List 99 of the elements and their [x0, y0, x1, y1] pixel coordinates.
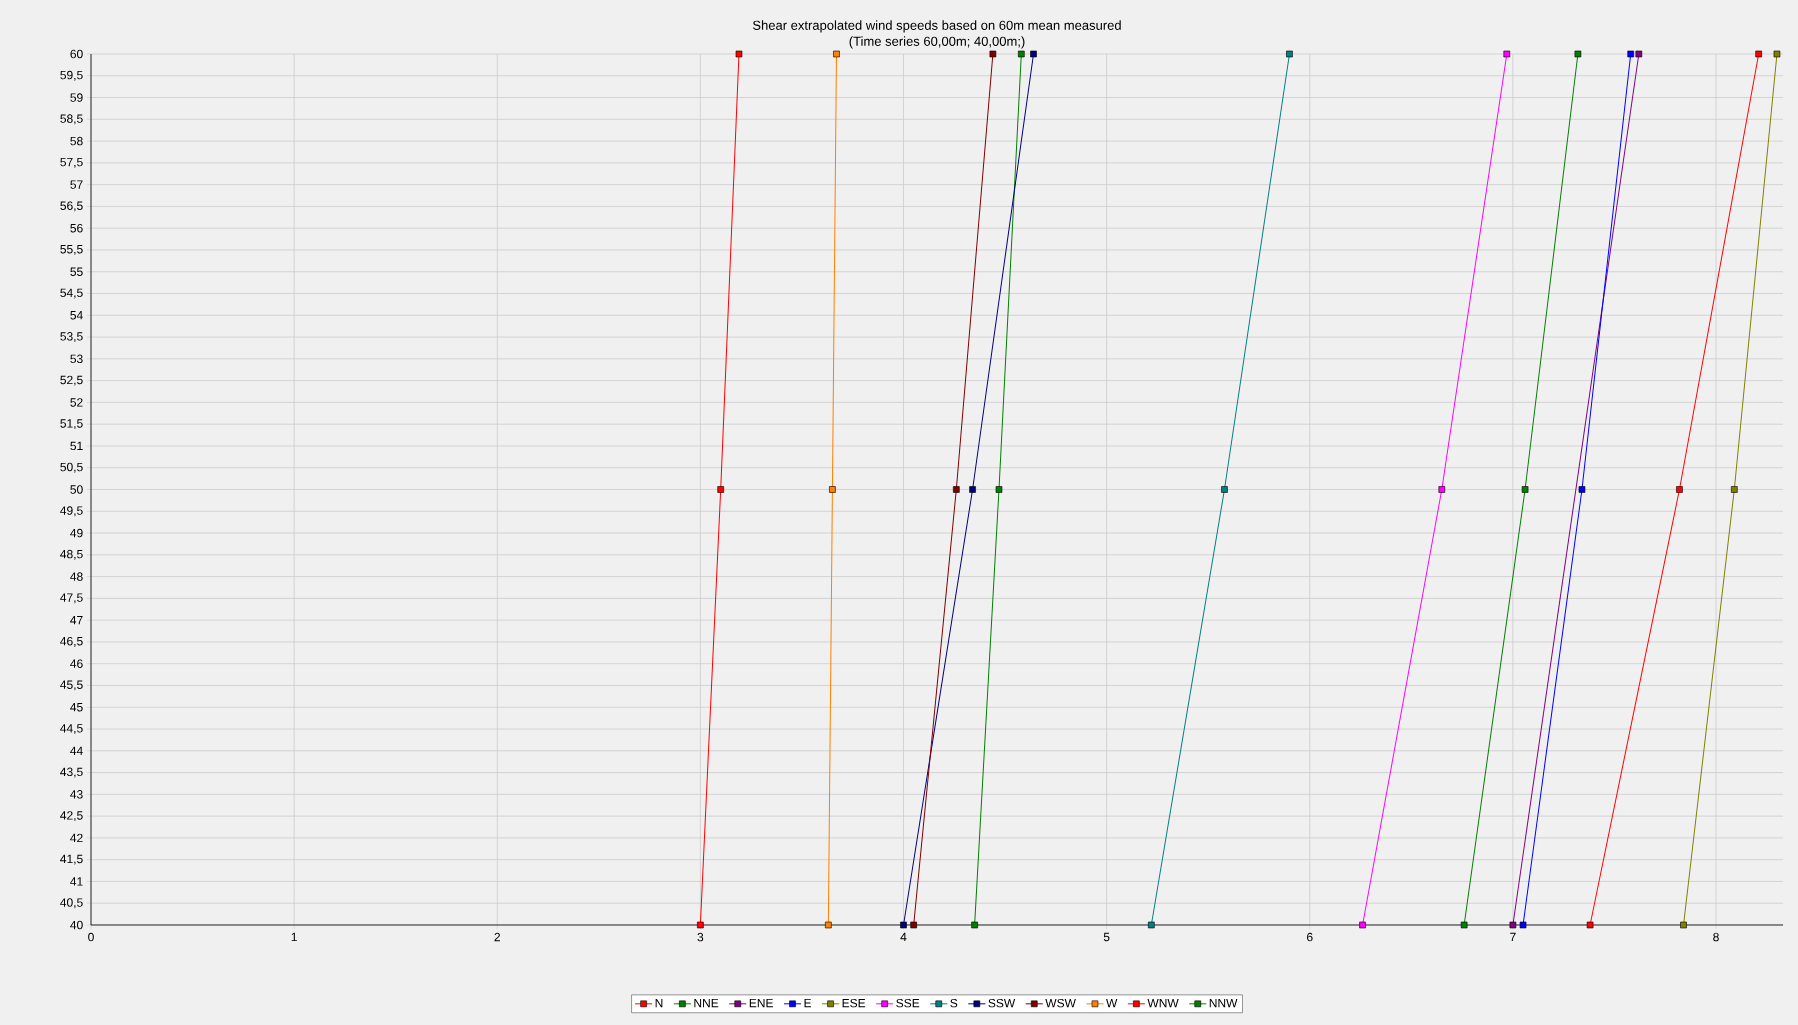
point [1680, 921, 1687, 929]
point [971, 921, 978, 929]
y-tick-label: 57 [70, 180, 83, 189]
x-tick-label: 6 [1307, 932, 1313, 942]
y-tick-label: 42,5 [60, 811, 83, 822]
y-tick-label: 47,5 [60, 593, 83, 604]
point [1018, 50, 1025, 58]
y-tick-label: 52 [70, 398, 83, 407]
point [969, 486, 976, 493]
legend-label: WNW [1147, 998, 1179, 1008]
y-tick-label: 44 [70, 746, 83, 755]
point [1460, 921, 1468, 929]
point [1755, 50, 1762, 58]
y-tick-label: 50 [70, 485, 83, 494]
y-tick-label: 48 [70, 572, 83, 581]
point [1635, 50, 1643, 58]
legend-label: E [804, 998, 812, 1008]
y-tick-label: 41 [70, 877, 83, 886]
y-tick-label: 43 [70, 790, 83, 799]
legend-label: S [950, 998, 958, 1008]
point [1359, 921, 1366, 929]
point [1438, 486, 1446, 493]
point [1627, 50, 1635, 58]
point [1030, 50, 1037, 58]
legend-label: SSE [896, 998, 920, 1008]
y-tick-label: 49 [70, 528, 83, 538]
point [995, 486, 1003, 493]
x-tick-label: 3 [697, 932, 704, 942]
point [833, 50, 840, 58]
legend-label: ESE [842, 998, 866, 1008]
point [1519, 921, 1527, 929]
point [953, 486, 960, 493]
y-tick-label: 55,5 [60, 245, 83, 255]
y-tick-label: 47 [70, 616, 83, 625]
legend-label: W [1106, 998, 1118, 1008]
x-tick-label: 5 [1103, 932, 1110, 942]
x-tick-label: 1 [291, 932, 297, 942]
point [1574, 50, 1582, 58]
point [1286, 50, 1293, 58]
y-tick-label: 42 [70, 833, 83, 843]
y-tick-label: 48,5 [60, 549, 83, 560]
y-tick-label: 45 [70, 703, 83, 712]
y-tick-label: 59,5 [60, 70, 83, 81]
point [1503, 50, 1511, 58]
legend-label: WSW [1045, 998, 1076, 1008]
x-tick-label: 4 [900, 932, 907, 942]
y-tick-label: 52,5 [60, 375, 83, 386]
point [1578, 486, 1586, 493]
point [1221, 486, 1228, 493]
point [825, 921, 832, 929]
y-tick-label: 40,5 [60, 898, 83, 909]
y-tick-label: 46,5 [60, 636, 83, 647]
point [697, 921, 704, 929]
point [717, 486, 724, 493]
x-tick-label: 7 [1510, 932, 1516, 942]
point [1521, 486, 1529, 493]
y-tick-label: 55 [70, 267, 83, 276]
point [1148, 921, 1155, 929]
x-tick-label: 0 [88, 932, 94, 942]
y-tick-label: 40 [70, 920, 83, 930]
y-tick-label: 43,5 [60, 767, 83, 778]
y-tick-label: 46 [70, 659, 83, 668]
legend-label: NNE [694, 998, 719, 1008]
point [900, 921, 907, 929]
x-tick-label: 2 [494, 932, 500, 942]
y-tick-label: 56 [70, 223, 83, 233]
y-tick-label: 53 [70, 354, 83, 364]
y-tick-label: 50,5 [60, 462, 83, 473]
chart-title: Shear extrapolated wind speeds based on 60m mean measured [752, 20, 1121, 33]
y-tick-label: 54 [70, 311, 83, 320]
chart-subtitle: (Time series 60,00m; 40,00m;) [849, 36, 1025, 49]
point [1731, 486, 1738, 493]
y-tick-label: 57,5 [60, 157, 83, 168]
y-tick-label: 56,5 [60, 201, 83, 212]
point [1676, 486, 1683, 493]
legend-label: N [655, 998, 663, 1008]
y-tick-label: 44,5 [60, 724, 83, 734]
y-tick-label: 54,5 [60, 288, 83, 299]
y-tick-label: 58 [70, 136, 83, 146]
y-tick-label: 51,5 [60, 419, 83, 430]
legend-label: NNW [1209, 998, 1238, 1008]
x-tick-label: 8 [1713, 932, 1719, 942]
point [735, 50, 743, 58]
y-tick-label: 58,5 [60, 114, 83, 125]
point [989, 50, 997, 58]
point [1509, 921, 1517, 929]
y-tick-label: 51 [70, 441, 83, 451]
legend-label: ENE [749, 998, 773, 1008]
point [829, 486, 836, 493]
y-tick-label: 41,5 [60, 854, 83, 865]
y-tick-label: 59 [70, 93, 83, 102]
point [910, 921, 917, 929]
point [1586, 921, 1594, 929]
legend-label: SSW [988, 998, 1016, 1008]
point [1773, 50, 1781, 58]
y-tick-label: 60 [70, 49, 83, 59]
y-tick-label: 53,5 [60, 332, 83, 343]
y-tick-label: 49,5 [60, 506, 83, 517]
y-tick-label: 45,5 [60, 680, 83, 691]
